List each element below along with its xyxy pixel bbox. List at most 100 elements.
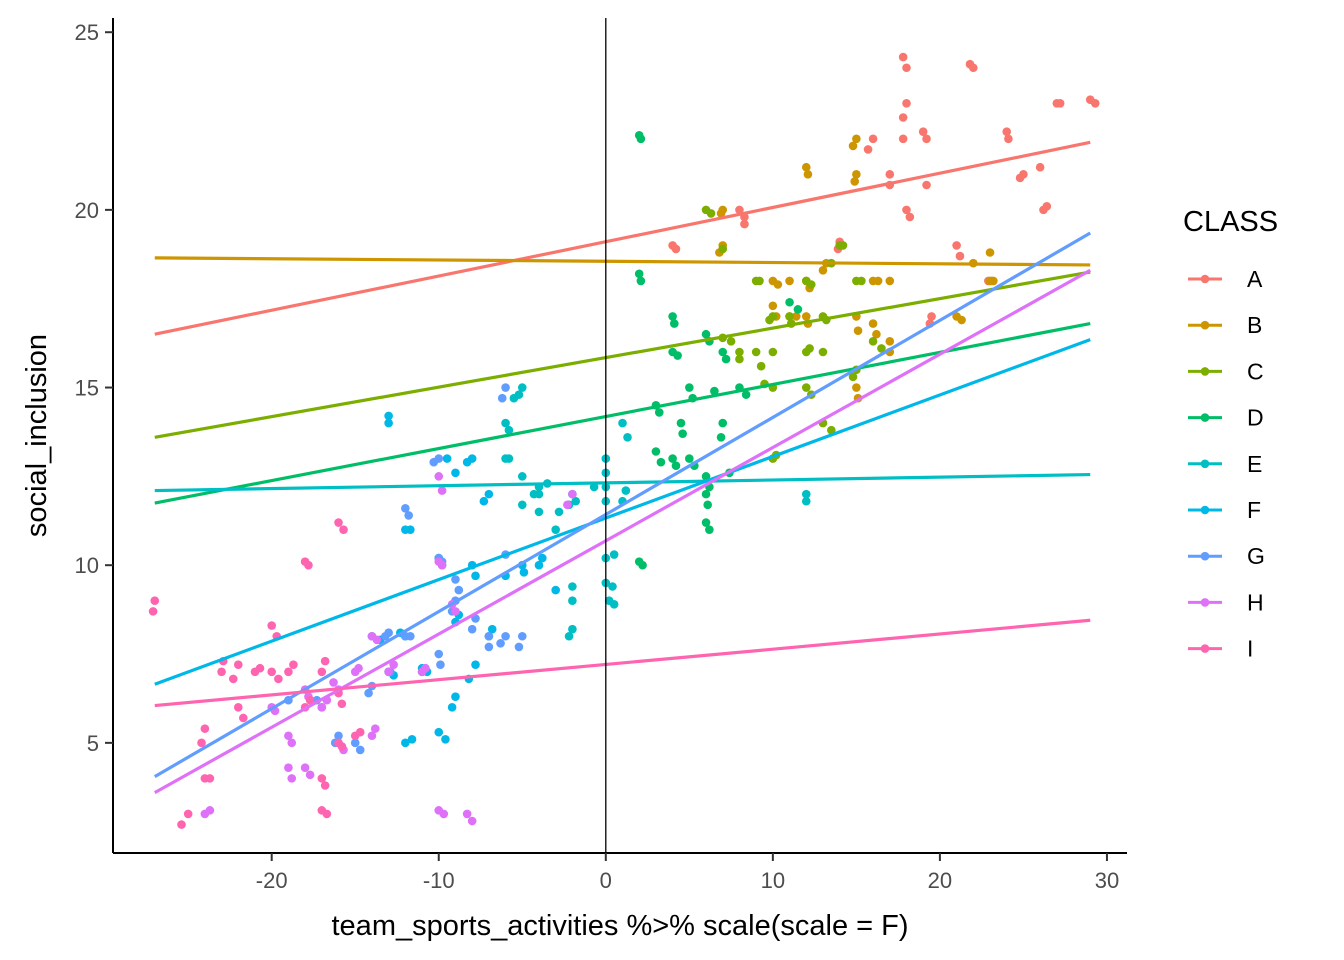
point-class-c bbox=[751, 347, 761, 357]
point-class-g bbox=[484, 642, 494, 652]
point-class-d bbox=[701, 472, 711, 481]
point-class-e bbox=[509, 393, 519, 403]
y-axis-ticks: 5 10 15 20 25 bbox=[75, 20, 113, 756]
x-tick-label: 20 bbox=[928, 868, 952, 893]
point-class-g bbox=[355, 745, 365, 755]
point-class-c bbox=[877, 344, 886, 353]
point-class-d bbox=[793, 305, 803, 314]
point-class-d bbox=[685, 454, 694, 463]
point-class-a bbox=[1015, 173, 1025, 183]
point-class-g bbox=[334, 731, 343, 741]
regression-line-class-g bbox=[153, 231, 1092, 778]
point-class-d bbox=[669, 319, 679, 328]
point-class-c bbox=[755, 276, 764, 286]
point-class-h bbox=[421, 663, 430, 673]
point-class-g bbox=[434, 649, 444, 659]
point-class-h bbox=[467, 816, 477, 826]
point-class-a bbox=[868, 134, 878, 144]
regression-lines-layer bbox=[153, 140, 1092, 794]
point-class-a bbox=[1004, 134, 1013, 144]
point-class-i bbox=[183, 809, 193, 819]
point-class-d bbox=[634, 269, 644, 279]
point-class-e bbox=[517, 472, 527, 481]
point-class-g bbox=[484, 631, 494, 641]
x-tick-label: -20 bbox=[256, 868, 288, 893]
point-class-a bbox=[863, 145, 873, 154]
legend-label-a: A bbox=[1247, 266, 1263, 292]
point-class-a bbox=[969, 63, 978, 73]
y-tick-label: 25 bbox=[75, 20, 99, 45]
point-class-g bbox=[496, 639, 505, 648]
legend-label-b: B bbox=[1247, 312, 1262, 338]
point-class-a bbox=[1002, 127, 1012, 137]
point-class-c bbox=[838, 241, 848, 250]
legend-key-point-f bbox=[1200, 505, 1210, 515]
point-class-b bbox=[985, 248, 995, 257]
legend-key-point-d bbox=[1200, 413, 1210, 422]
point-class-d bbox=[718, 347, 728, 357]
point-class-c bbox=[735, 347, 744, 357]
point-class-d bbox=[718, 418, 728, 428]
point-class-e bbox=[608, 582, 617, 591]
point-class-e bbox=[517, 500, 527, 510]
point-class-e bbox=[568, 582, 577, 591]
x-tick-label: 0 bbox=[600, 868, 612, 893]
point-class-f bbox=[538, 553, 547, 563]
point-class-a bbox=[735, 205, 744, 215]
point-class-a bbox=[885, 170, 895, 179]
point-class-b bbox=[872, 329, 881, 339]
point-class-h bbox=[434, 472, 444, 481]
point-class-b bbox=[768, 301, 778, 311]
point-class-f bbox=[441, 734, 450, 744]
point-class-e bbox=[501, 418, 510, 428]
point-class-a bbox=[898, 134, 908, 144]
point-class-b bbox=[852, 134, 861, 144]
point-class-d bbox=[721, 354, 731, 364]
point-class-i bbox=[267, 621, 276, 630]
point-class-b bbox=[773, 280, 783, 289]
point-class-d bbox=[668, 454, 677, 463]
point-class-e bbox=[568, 624, 577, 634]
legend-key-point-h bbox=[1200, 598, 1210, 607]
point-class-b bbox=[873, 276, 883, 286]
point-class-h bbox=[384, 667, 393, 677]
point-class-e bbox=[571, 496, 581, 506]
point-class-i bbox=[317, 667, 327, 677]
regression-line-class-b bbox=[154, 256, 1091, 267]
legend-key-point-a bbox=[1200, 274, 1210, 284]
point-class-d bbox=[651, 447, 661, 456]
point-class-h bbox=[317, 703, 327, 712]
point-class-c bbox=[818, 347, 828, 357]
legend-label-f: F bbox=[1247, 497, 1261, 523]
point-class-a bbox=[922, 134, 931, 144]
point-class-f bbox=[471, 660, 480, 669]
point-class-a bbox=[1055, 98, 1065, 108]
point-class-i bbox=[317, 774, 327, 783]
point-class-a bbox=[952, 241, 961, 250]
point-class-h bbox=[568, 489, 577, 499]
x-axis-ticks: -20 -10 0 10 20 30 bbox=[256, 853, 1119, 893]
point-class-i bbox=[177, 820, 186, 829]
point-class-a bbox=[740, 219, 749, 229]
point-class-g bbox=[501, 631, 510, 641]
point-class-f bbox=[519, 567, 529, 577]
point-class-d bbox=[676, 418, 686, 428]
point-class-b bbox=[885, 276, 895, 286]
point-class-d bbox=[671, 461, 681, 471]
point-class-h bbox=[329, 678, 338, 687]
point-class-d bbox=[710, 386, 719, 396]
point-class-b bbox=[785, 276, 794, 286]
legend-label-c: C bbox=[1247, 358, 1264, 384]
point-class-h bbox=[451, 607, 460, 616]
legend-key-point-b bbox=[1200, 320, 1210, 330]
point-class-d bbox=[656, 457, 666, 467]
point-class-c bbox=[756, 361, 766, 371]
point-class-e bbox=[554, 507, 564, 517]
point-class-e bbox=[589, 482, 599, 492]
point-class-a bbox=[905, 212, 915, 222]
y-tick-label: 20 bbox=[75, 198, 99, 223]
legend-label-g: G bbox=[1247, 543, 1265, 569]
point-class-i bbox=[228, 674, 238, 684]
point-class-c bbox=[735, 354, 744, 364]
point-class-i bbox=[267, 667, 276, 677]
